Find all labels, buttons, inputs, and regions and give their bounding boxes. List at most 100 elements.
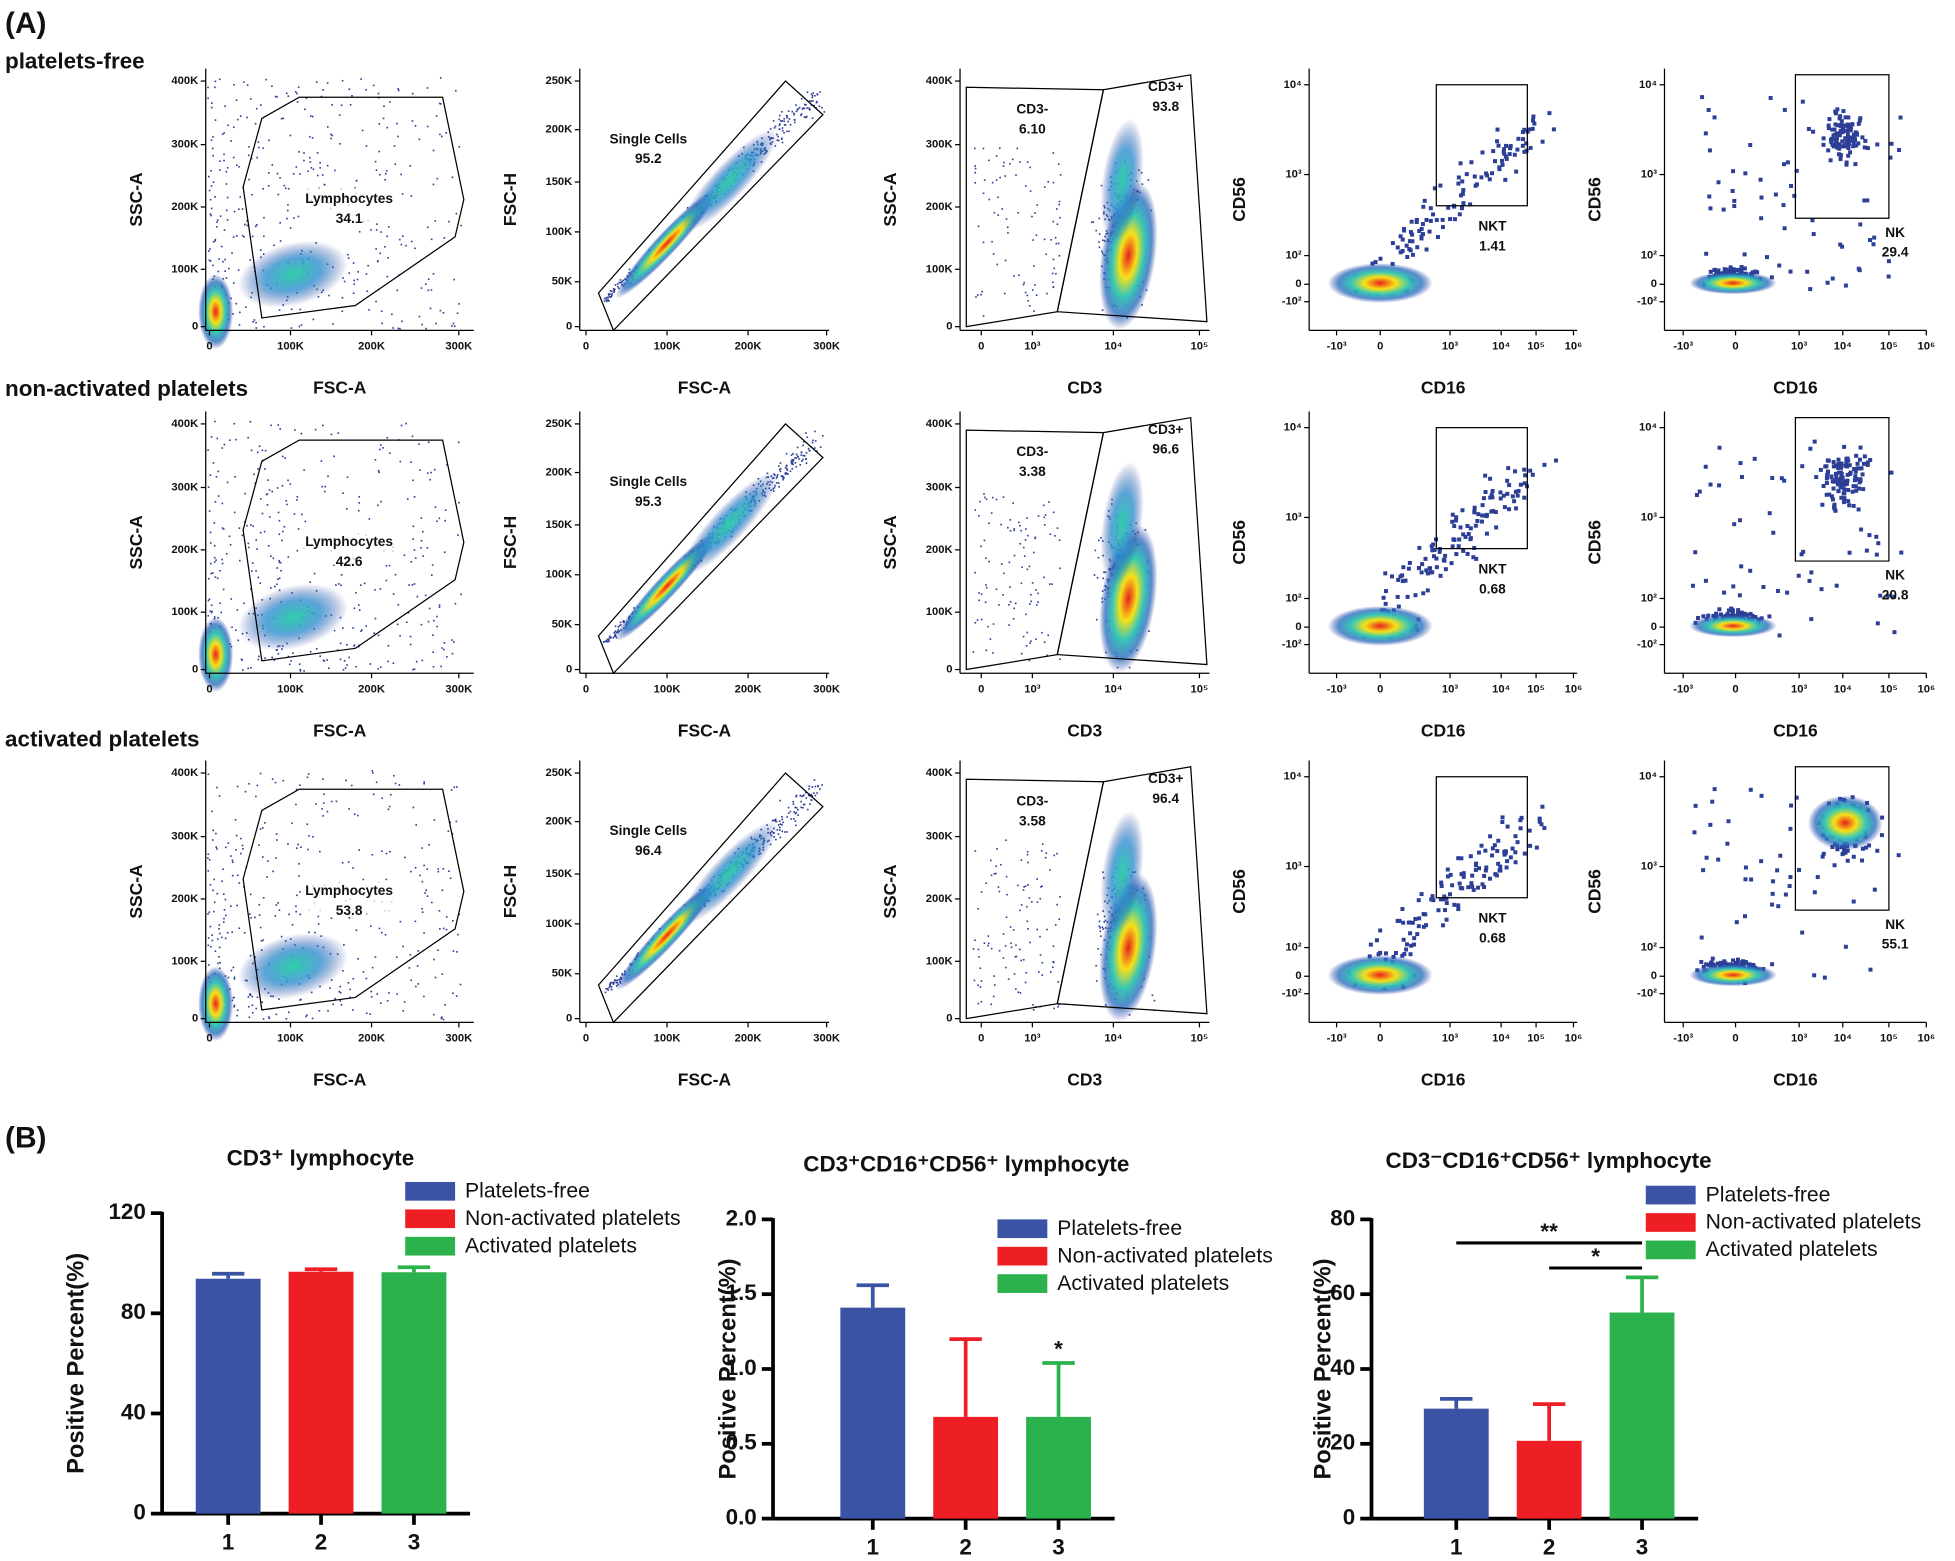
event-dot	[792, 460, 794, 463]
event-dot	[781, 830, 784, 833]
event-dot	[298, 325, 301, 328]
event-dot	[439, 103, 442, 105]
event-dot	[238, 527, 241, 529]
event-dot	[438, 517, 441, 520]
event-dot	[396, 993, 398, 995]
event-dot	[1049, 533, 1052, 536]
event-dot	[286, 209, 289, 212]
event-dot	[1836, 488, 1841, 493]
event-dot	[1058, 254, 1061, 257]
event-dot	[1806, 126, 1811, 131]
event-dot	[815, 106, 817, 109]
event-dot	[1862, 145, 1867, 150]
y-tick-label: 150K	[545, 519, 572, 531]
event-dot	[1055, 242, 1058, 245]
event-dot	[800, 454, 803, 456]
event-dot	[779, 799, 782, 802]
event-dot	[307, 848, 309, 851]
event-dot	[1390, 241, 1395, 246]
event-dot	[340, 1003, 343, 1006]
y-tick-label: 10⁴	[1639, 79, 1657, 91]
y-tick-label: 200K	[171, 893, 198, 905]
event-dot	[287, 1011, 290, 1014]
event-dot	[1844, 160, 1849, 165]
event-dot	[411, 584, 414, 586]
event-dot	[785, 114, 788, 117]
x-tick-label: 100K	[654, 683, 681, 695]
event-dot	[1027, 534, 1029, 537]
event-dot	[424, 594, 427, 597]
event-dot	[421, 323, 423, 326]
event-dot	[255, 539, 258, 541]
event-dot	[993, 872, 996, 875]
event-dot	[414, 920, 417, 923]
event-dot	[1530, 118, 1535, 123]
event-dot	[1833, 478, 1838, 483]
flow-plot: -10³ 0 10³ 10⁴ 10⁵ 10⁶-10²010²10³10⁴CD16CD56N…	[1585, 411, 1935, 740]
event-dot	[272, 557, 275, 560]
event-dot	[1424, 247, 1429, 252]
event-dot	[979, 986, 982, 988]
event-dot	[1098, 920, 1101, 923]
event-dot	[1878, 593, 1883, 598]
event-dot	[996, 848, 998, 850]
event-dot	[1022, 283, 1025, 286]
event-dot	[1513, 469, 1518, 474]
event-dot	[1450, 519, 1455, 524]
event-dot	[799, 464, 802, 466]
event-dot	[1848, 470, 1853, 475]
event-dot	[1824, 476, 1829, 481]
event-dot	[1493, 510, 1498, 515]
event-dot	[1850, 122, 1855, 127]
y-tick-label: 200K	[545, 467, 572, 479]
event-dot	[1015, 174, 1017, 176]
event-dot	[1028, 897, 1031, 899]
event-dot	[207, 773, 210, 776]
event-dot	[813, 779, 816, 781]
event-dot	[1424, 568, 1429, 573]
event-dot	[1508, 144, 1513, 149]
event-dot	[619, 279, 622, 281]
x-axis-label: FSC-A	[678, 720, 732, 740]
event-dot	[1735, 267, 1740, 272]
event-dot	[1839, 484, 1844, 489]
event-dot	[779, 114, 781, 117]
event-dot	[1449, 561, 1454, 566]
event-dot	[258, 445, 261, 448]
event-dot	[231, 626, 233, 629]
y-axis-label: SSC-A	[126, 172, 146, 227]
event-dot	[1834, 474, 1839, 479]
event-dot	[1008, 624, 1010, 626]
event-dot	[1059, 567, 1061, 570]
flow-plot: 0 10³ 10⁴ 10⁵0100K200K300K400KCD3SSC-ACD3-3…	[880, 760, 1210, 1090]
event-dot	[323, 660, 326, 662]
event-dot	[612, 636, 615, 639]
event-dot	[225, 277, 228, 279]
event-dot	[372, 771, 374, 774]
event-dot	[1032, 239, 1034, 241]
event-dot	[1807, 578, 1812, 583]
event-dot	[1711, 613, 1716, 618]
event-dot	[214, 80, 217, 83]
x-axis-label: CD3	[1067, 378, 1102, 398]
event-dot	[331, 134, 333, 137]
event-dot	[241, 534, 244, 537]
event-dot	[216, 577, 219, 580]
y-tick-label: 200K	[545, 124, 572, 136]
event-dot	[324, 485, 327, 488]
event-dot	[1043, 524, 1046, 526]
event-dot	[1739, 474, 1744, 479]
event-dot	[1003, 292, 1006, 295]
event-dot	[795, 811, 798, 814]
event-dot	[1830, 142, 1835, 147]
event-dot	[786, 130, 788, 133]
event-dot	[223, 909, 226, 911]
event-dot	[374, 617, 377, 620]
event-dot	[400, 243, 403, 246]
event-dot	[821, 784, 823, 786]
event-dot	[263, 235, 265, 238]
event-dot	[974, 571, 976, 574]
event-dot	[1865, 462, 1870, 467]
event-dot	[209, 474, 212, 476]
event-dot	[428, 843, 430, 846]
